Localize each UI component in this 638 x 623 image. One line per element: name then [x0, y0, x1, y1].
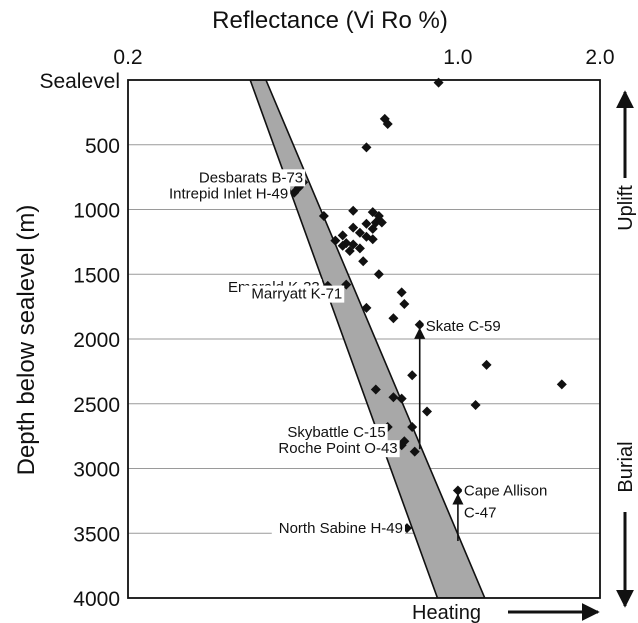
annotation-background	[461, 482, 558, 500]
data-point	[370, 384, 381, 395]
well-annotation-label: C-47	[464, 505, 497, 522]
x-tick-labels: 0.2 1.0 2.0	[113, 46, 614, 69]
data-point	[399, 299, 410, 310]
well-annotation-label: Intrepid Inlet H-49	[169, 186, 288, 203]
y-tick-label: Sealevel	[39, 70, 120, 93]
offset-arrows	[414, 327, 464, 542]
data-point	[367, 234, 378, 245]
data-point	[376, 217, 387, 228]
data-point	[452, 485, 463, 496]
uplift-label: Uplift	[615, 185, 637, 231]
data-point	[409, 446, 420, 457]
data-point	[556, 379, 567, 390]
data-point	[354, 227, 365, 238]
data-point	[382, 119, 393, 130]
well-annotation-label: Skybattle C-15	[287, 424, 385, 441]
well-annotation-label: Roche Point O-43	[278, 440, 397, 457]
heating-label: Heating	[412, 602, 481, 623]
x-axis-title: Reflectance (Vi Ro %)	[212, 7, 448, 34]
data-point	[414, 319, 425, 330]
well-annotation-label: Cape Allison	[464, 483, 547, 500]
data-point	[289, 187, 300, 198]
y-tick-label: 1500	[73, 264, 120, 287]
data-point	[388, 313, 399, 324]
data-point	[421, 406, 432, 417]
data-point	[388, 392, 399, 403]
data-point	[396, 393, 407, 404]
y-tick-label: 500	[85, 135, 120, 158]
data-point	[361, 302, 372, 313]
data-point	[373, 269, 384, 280]
data-point	[367, 223, 378, 234]
y-tick-labels: Sealevel 500 1000 1500 2000 2500 3000 3500 4000	[39, 70, 120, 611]
annotation-background	[423, 317, 504, 335]
annotation-background	[141, 185, 291, 203]
data-point	[367, 207, 378, 218]
x-tick-label: 2.0	[585, 46, 614, 69]
data-point	[396, 287, 407, 298]
data-point	[407, 370, 418, 381]
data-point	[337, 240, 348, 251]
y-axis-title: Depth below sealevel (m)	[13, 205, 40, 476]
data-point	[330, 235, 341, 246]
burial-label: Burial	[615, 441, 637, 492]
y-tick-label: 3500	[73, 523, 120, 546]
data-point	[344, 245, 355, 256]
y-tick-label: 2000	[73, 329, 120, 352]
x-tick-label: 0.2	[113, 46, 142, 69]
data-point	[361, 218, 372, 229]
data-point	[361, 142, 372, 153]
annotation-background	[461, 504, 497, 522]
y-tick-label: 4000	[73, 588, 120, 611]
well-annotation-label: Marryatt K-71	[251, 286, 342, 303]
data-point	[358, 256, 369, 267]
well-annotation-label: North Sabine H-49	[279, 520, 403, 537]
x-tick-label: 1.0	[443, 46, 472, 69]
annotation-background	[241, 285, 345, 303]
data-point	[337, 230, 348, 241]
y-tick-label: 3000	[73, 459, 120, 482]
annotation-background	[277, 424, 388, 442]
annotation-background	[194, 169, 306, 187]
uplift-burial-indicator: Uplift Burial	[615, 90, 637, 608]
annotation-background	[274, 440, 400, 458]
annotation-background	[271, 520, 405, 538]
data-point	[348, 205, 359, 216]
y-tick-label: 2500	[73, 394, 120, 417]
data-point	[348, 222, 359, 233]
well-annotation-label: Skate C-59	[426, 318, 501, 335]
heating-indicator: Heating	[412, 602, 600, 623]
well-annotation-label: Desbarats B-73	[199, 169, 303, 186]
data-point	[481, 359, 492, 370]
data-point	[433, 77, 444, 88]
plot-frame	[127, 79, 601, 599]
y-tick-label: 1000	[73, 200, 120, 223]
data-point	[407, 422, 418, 433]
data-point	[470, 400, 481, 411]
data-point	[354, 243, 365, 254]
data-point	[318, 210, 329, 221]
